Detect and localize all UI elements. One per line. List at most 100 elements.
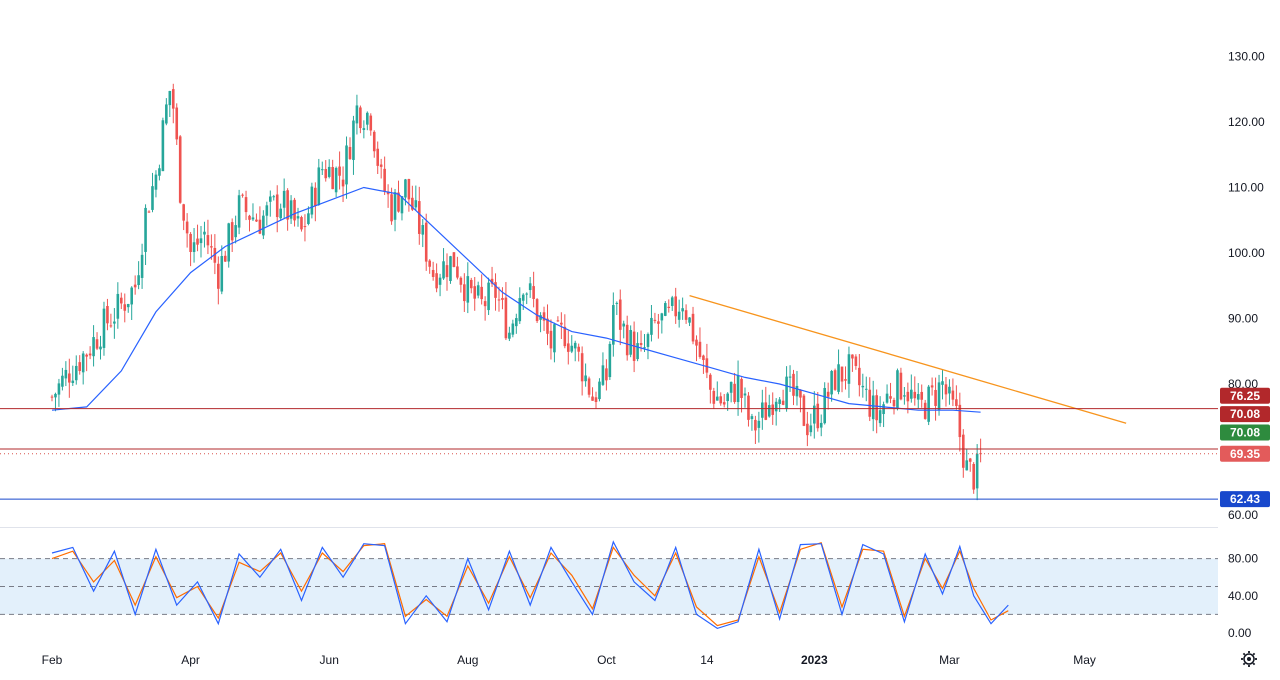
candle	[525, 292, 529, 305]
candle	[646, 332, 650, 360]
candle	[664, 301, 667, 317]
candle	[722, 394, 726, 408]
candle	[806, 411, 809, 447]
candle	[577, 343, 580, 362]
time-axis[interactable]: Feb Apr Jun Aug Oct 14 2023 Mar May	[42, 653, 1096, 667]
candle	[459, 276, 463, 293]
candle	[320, 161, 324, 175]
candle	[289, 195, 293, 224]
candle	[154, 170, 158, 198]
candle	[927, 384, 930, 426]
candle	[338, 151, 341, 190]
candle	[504, 282, 508, 341]
candle	[265, 201, 269, 226]
candle	[199, 225, 203, 258]
candle	[217, 256, 220, 305]
stochastic-lines	[51, 540, 1009, 630]
candle	[830, 369, 833, 402]
candle	[934, 377, 937, 421]
candle	[196, 224, 199, 252]
candle	[133, 275, 137, 295]
candle	[251, 203, 255, 222]
candle	[61, 367, 64, 391]
svg-text:70.08: 70.08	[1230, 425, 1260, 439]
candle	[556, 316, 560, 322]
time-tick-label: Mar	[939, 653, 960, 667]
candle	[844, 366, 847, 390]
time-tick-label: 2023	[801, 653, 828, 667]
candle	[660, 312, 664, 334]
candle	[223, 250, 227, 262]
time-tick-label: Apr	[181, 653, 200, 667]
settings-gear-icon[interactable]	[1241, 651, 1257, 667]
candle	[469, 277, 473, 294]
candle	[123, 293, 127, 323]
candle	[147, 210, 151, 213]
candle	[785, 366, 788, 412]
candle	[719, 392, 723, 406]
candle	[528, 276, 532, 298]
candle	[241, 193, 244, 198]
candle	[743, 387, 747, 408]
price-tick-label: 120.00	[1228, 115, 1265, 129]
candle	[521, 293, 525, 310]
candle	[175, 103, 179, 146]
candle	[653, 312, 657, 324]
candle	[916, 383, 920, 409]
candle	[400, 196, 404, 221]
candle	[113, 308, 116, 339]
candle	[178, 135, 182, 204]
candle	[137, 261, 140, 290]
candle	[168, 90, 172, 117]
price-axis[interactable]: 130.00 120.00 110.00 100.00 90.00 80.00 60.00 8…	[1228, 50, 1265, 641]
candle	[761, 389, 764, 430]
candle	[736, 360, 740, 416]
candle	[979, 438, 982, 463]
svg-text:70.08: 70.08	[1230, 407, 1260, 421]
candle	[345, 136, 348, 199]
candle	[487, 277, 490, 316]
candle	[650, 304, 653, 342]
candle	[955, 385, 958, 410]
candle	[757, 411, 761, 443]
candle	[234, 215, 237, 244]
candle	[778, 397, 781, 412]
stochastic-k-line	[51, 540, 1009, 630]
candle	[882, 401, 885, 428]
candle	[535, 298, 539, 323]
candle	[677, 299, 681, 328]
candle	[424, 213, 428, 271]
candle	[476, 281, 480, 299]
candle	[566, 330, 570, 365]
time-tick-label: 14	[700, 653, 714, 667]
candle	[816, 392, 820, 432]
candle	[334, 166, 338, 198]
candle	[348, 137, 352, 160]
candlestick-series	[50, 83, 982, 501]
candle	[795, 370, 799, 406]
candle	[203, 221, 206, 248]
candle	[372, 130, 376, 158]
price-label-badge: 76.25	[1220, 387, 1270, 404]
resistance-trendline[interactable]	[689, 294, 1127, 424]
candle	[64, 361, 68, 387]
candle	[74, 355, 78, 385]
price-tick-label: 130.00	[1228, 50, 1265, 64]
candle	[913, 376, 917, 406]
candle	[809, 413, 813, 437]
price-tick-label: 100.00	[1228, 246, 1265, 260]
candle	[296, 207, 300, 227]
candle	[903, 386, 906, 405]
candle	[802, 393, 806, 427]
candle	[594, 391, 598, 409]
price-label-badge: 62.43	[1220, 491, 1270, 508]
candle	[691, 306, 695, 345]
candle	[605, 359, 608, 391]
candle	[282, 178, 286, 219]
time-tick-label: Oct	[597, 653, 616, 667]
candle	[376, 141, 380, 174]
candle	[161, 117, 165, 172]
candle	[573, 340, 577, 362]
candle	[99, 335, 102, 360]
